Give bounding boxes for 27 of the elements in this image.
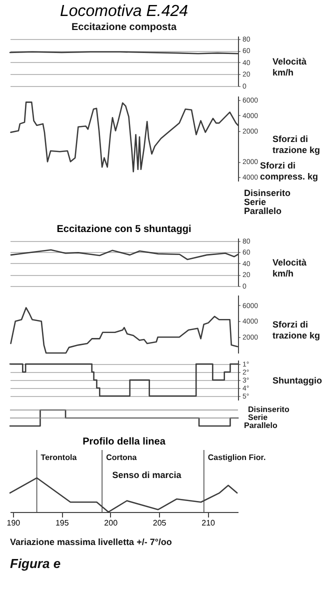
x-tick-label: 205 [152,518,167,528]
text: Variazione massima livelletta +/- 7°/oo [10,537,172,547]
chart-title: Locomotiva E.424 [60,2,188,20]
x-tick-label: 210 [202,518,216,528]
y-axis-title: Velocità km/h [272,56,308,78]
ref-line-label: Terontola [40,453,78,462]
text: Figura e [10,556,61,571]
x-tick-label: 190 [6,518,21,528]
annotation: Senso di marcia [112,470,182,480]
chart-title: Profilo della linea [82,436,166,448]
x-tick-label: 200 [104,518,118,528]
text: Parallelo [244,206,282,216]
ref-line-label: Cortona [106,453,138,462]
text: Parallelo [244,421,278,430]
ref-line-label: Disinserito [248,405,290,414]
ref-line-label: Serie [248,413,268,422]
text: Sforzi di compress. kg [260,160,318,182]
chart-title: Eccitazione con 5 shuntaggi [56,224,192,235]
ref-line-label: Castiglion Fior. [208,453,266,462]
y-axis-title: Sforzi di trazione kg [272,320,320,340]
y-axis-title: Velocità km/h [272,258,308,278]
chart-subtitle: Eccitazione composta [71,22,177,33]
x-tick-label: 195 [55,518,70,528]
y-axis-title: Shuntaggio [272,376,322,386]
text: Serie [244,197,266,207]
text: Disinserito [244,188,292,198]
y-axis-title: Sforzi di trazione kg [272,134,320,155]
